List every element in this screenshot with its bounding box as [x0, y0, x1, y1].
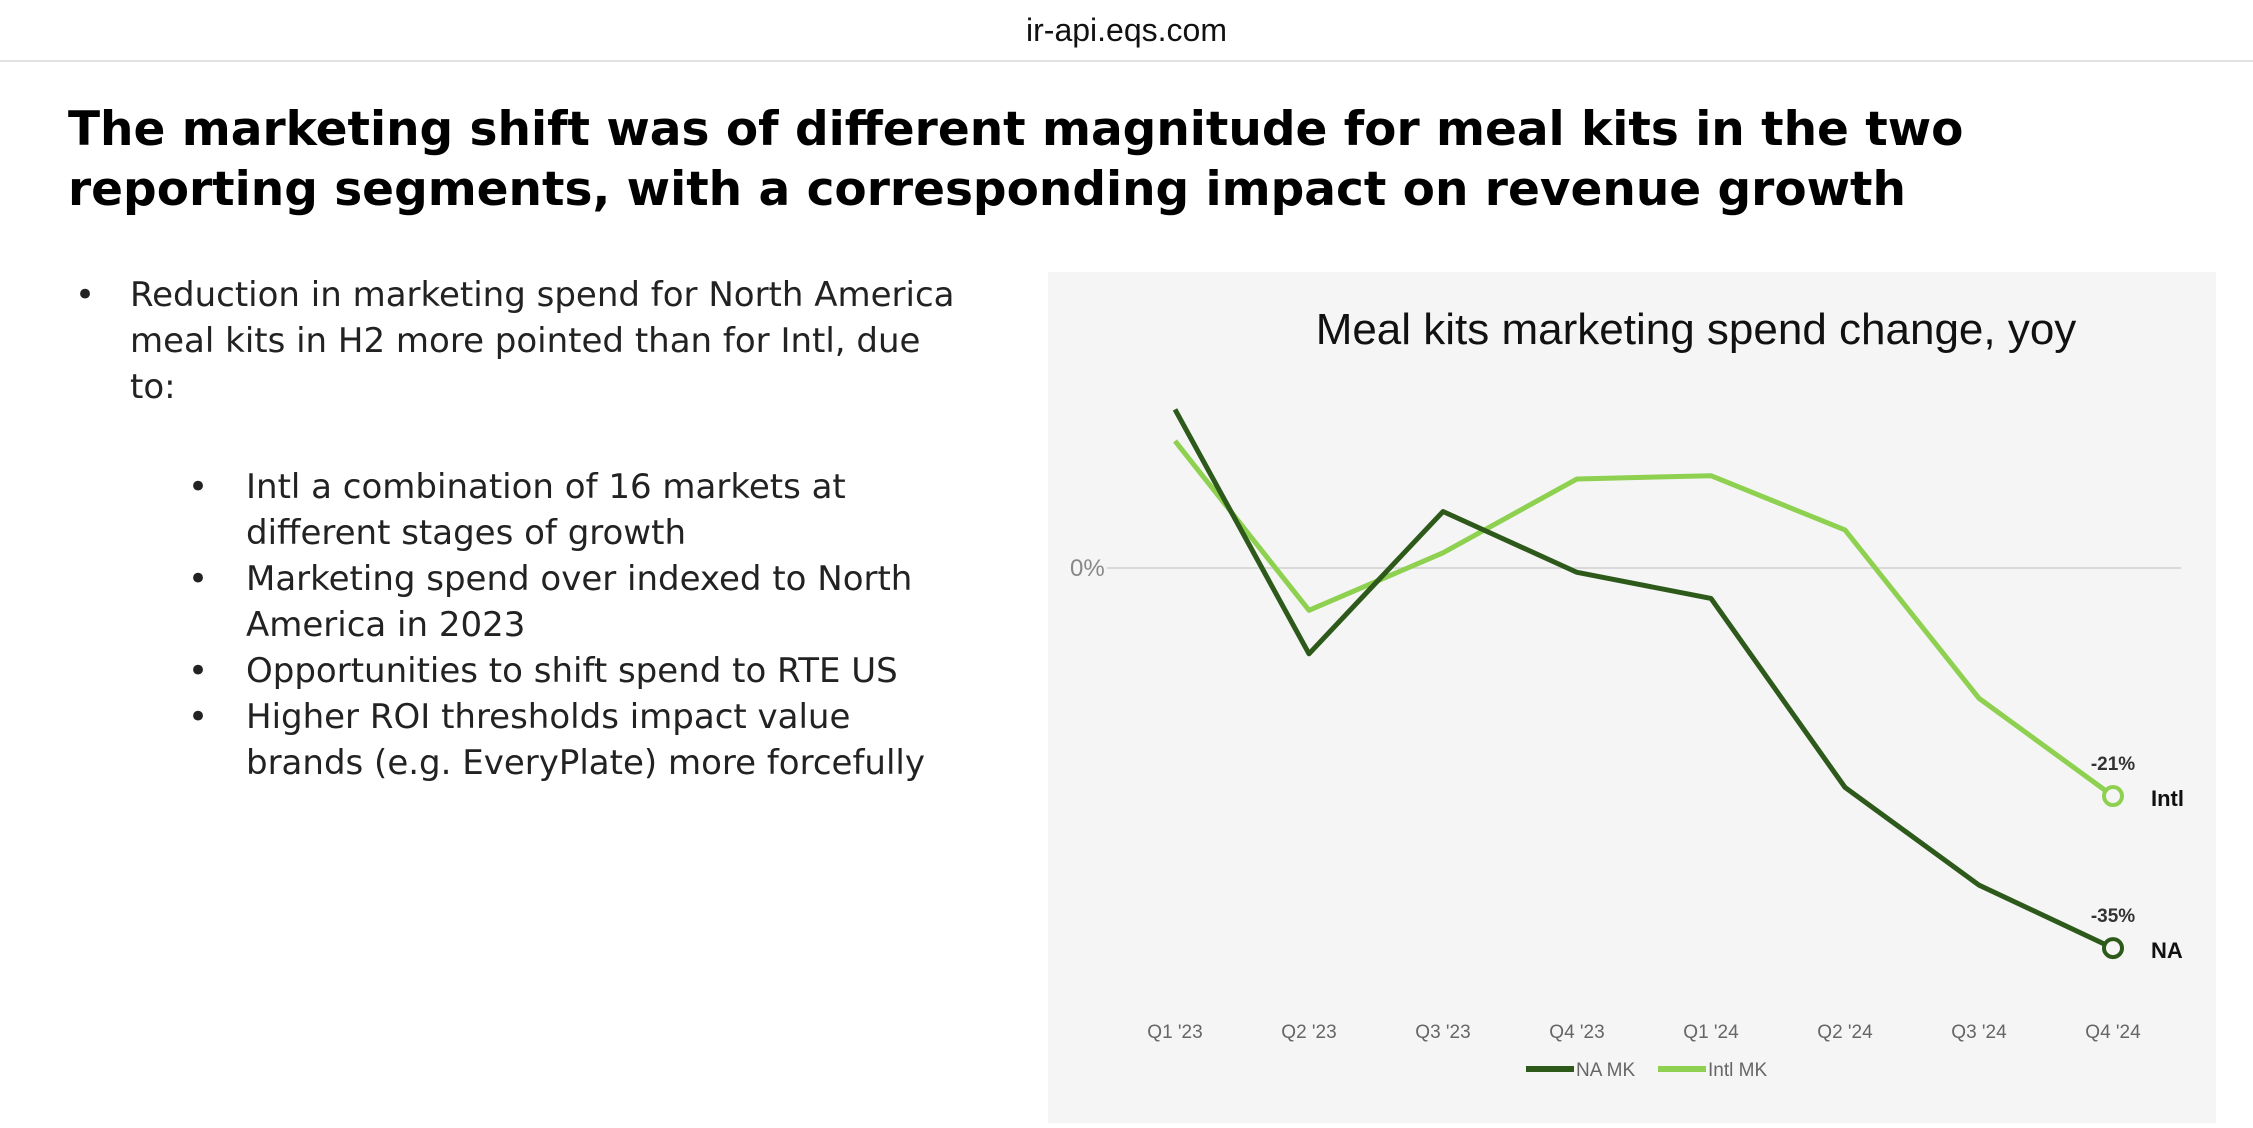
bullet-text: Marketing spend over indexed to North Am…	[246, 559, 913, 645]
x-tick-label: Q2 '24	[1817, 1022, 1873, 1043]
x-tick-label: Q1 '24	[1683, 1022, 1739, 1043]
bullet-text: Intl a combination of 16 markets at diff…	[246, 467, 846, 553]
bullet-dot: •	[188, 651, 209, 691]
x-tick-label: Q4 '24	[2085, 1022, 2141, 1043]
series-line-na-mk	[1172, 408, 2115, 951]
bullet-dot: •	[188, 467, 209, 507]
bullet-dot: •	[188, 697, 209, 737]
end-value-label: -35%	[2091, 906, 2135, 927]
x-tick-label: Q3 '23	[1415, 1022, 1470, 1043]
bullet-list: • Reduction in marketing spend for North …	[0, 272, 960, 786]
bullet-text: Reduction in marketing spend for North A…	[130, 275, 955, 407]
bullet-text: Higher ROI thresholds impact value brand…	[246, 697, 925, 783]
series-line-intl-mk	[1173, 439, 2115, 799]
end-marker	[2102, 937, 2124, 960]
bullet-dot: •	[75, 275, 96, 315]
series-end-label: NA	[2151, 938, 2183, 963]
url-bar[interactable]: ir-api.eqs.com	[0, 0, 2253, 62]
line-chart: Meal kits marketing spend change, yoy 0%…	[1070, 305, 2184, 1081]
end-marker	[2102, 785, 2124, 808]
bullet-item: • Reduction in marketing spend for North …	[0, 272, 960, 410]
url-text: ir-api.eqs.com	[1026, 11, 1227, 48]
x-tick-label: Q3 '24	[1951, 1022, 2007, 1043]
end-value-label: -21%	[2091, 754, 2135, 775]
bullet-text: Opportunities to shift spend to RTE US	[246, 651, 898, 691]
x-tick-label: Q1 '23	[1147, 1022, 1202, 1043]
legend-label: Intl MK	[1708, 1060, 1767, 1081]
sub-bullet-item: • Intl a combination of 16 markets at dif…	[0, 464, 960, 556]
sub-bullet-item: • Higher ROI thresholds impact value bran…	[0, 694, 960, 786]
series-end-label: Intl	[2151, 786, 2184, 811]
sub-bullet-item: • Opportunities to shift spend to RTE US	[0, 648, 960, 694]
x-tick-label: Q4 '23	[1549, 1022, 1604, 1043]
chart-panel: Meal kits marketing spend change, yoy 0%…	[1048, 272, 2216, 1123]
y-tick-label: 0%	[1070, 555, 1105, 582]
x-tick-label: Q2 '23	[1281, 1022, 1336, 1043]
sub-bullet-item: • Marketing spend over indexed to North A…	[0, 556, 960, 648]
chart-title: Meal kits marketing spend change, yoy	[1316, 305, 2077, 354]
bullet-dot: •	[188, 559, 209, 599]
slide-title: The marketing shift was of different mag…	[68, 102, 1964, 217]
legend-label: NA MK	[1576, 1060, 1635, 1081]
